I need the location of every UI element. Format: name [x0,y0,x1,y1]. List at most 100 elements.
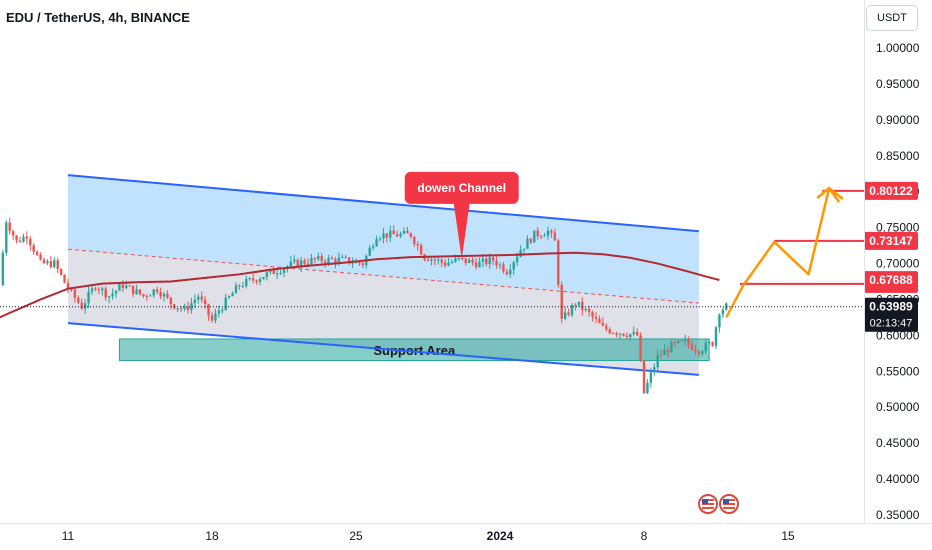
candle [707,342,711,344]
channel-upper-line [67,174,699,233]
price-tag: 0.67688 [869,273,913,287]
candle [560,284,563,319]
support-zone [118,338,710,362]
candle [135,289,138,295]
level-price-tag: 0.80122 [869,184,913,198]
candle [145,295,149,297]
candle [406,230,409,234]
candle [454,258,457,262]
candle [125,285,128,289]
candle [186,306,190,310]
candle [83,303,87,309]
us-flag-icon[interactable] [698,494,718,514]
candle [718,314,721,328]
candle [570,304,574,315]
candle [670,341,673,353]
candle [118,284,121,291]
candle [238,285,241,287]
projection-arrowhead [816,186,841,203]
price-axis-divider [864,0,865,523]
candle [683,339,687,341]
candle [553,232,557,241]
candle [66,282,70,290]
candle [39,254,42,260]
time-tick-label: 2024 [487,529,514,543]
candle [539,236,543,238]
candle [293,259,296,262]
candle [214,313,217,321]
annotation-box [404,171,519,204]
price-tick-label: 0.70000 [876,257,920,271]
candle [176,308,179,310]
candle [659,354,663,356]
candle [8,222,11,232]
candle [193,299,197,304]
candle [632,331,635,335]
candle [35,251,39,255]
candle [533,230,536,243]
price-tick-label: 0.95000 [876,77,920,91]
candle [53,260,56,268]
candle [536,230,539,237]
candle [680,340,683,342]
candle [361,263,365,266]
candle [351,263,354,265]
price-tick-label: 0.40000 [876,472,920,486]
moving-average-line [0,251,720,319]
currency-button[interactable]: USDT [866,5,918,31]
candle [409,233,413,237]
last-price-tag-bg [864,297,918,332]
candle [478,261,481,268]
candle [114,290,118,294]
candle [296,259,299,267]
candle [371,246,375,248]
candle [87,291,90,304]
candle [104,288,107,298]
us-flag-icon[interactable] [719,494,739,514]
candle [437,259,440,261]
candle [107,296,111,298]
annotation-pointer [453,202,470,259]
candle [481,258,485,262]
time-tick-label: 15 [781,529,795,543]
level-price-tag: 0.73147 [869,234,913,248]
time-tick-label: 18 [205,529,219,543]
candle [611,333,615,335]
candle [56,260,59,269]
candle [598,318,601,323]
last-price-tag: 0.63989 [869,300,913,314]
candle [197,296,200,300]
candle [32,245,35,252]
candle [399,233,402,237]
candle [131,285,135,295]
candle [519,250,522,257]
candle [413,236,416,245]
candle [289,261,293,267]
candle [70,289,73,291]
candle [210,315,214,321]
candle [711,342,714,346]
candle [90,288,94,292]
candle [231,293,234,297]
candle [80,302,83,309]
channel-mid-line [67,248,699,304]
candle [629,334,632,338]
candle [1,252,5,286]
candle [577,301,581,306]
candle [382,233,385,239]
candle [461,257,464,259]
candle [262,277,265,280]
price-tick-label: 0.35000 [876,508,920,522]
candle [563,312,567,319]
time-tick-label: 11 [62,529,75,543]
candle [248,278,251,280]
candle [464,258,467,264]
candle [317,255,320,260]
candle [430,259,433,261]
time-axis-divider [0,523,932,524]
candle [368,247,371,256]
candle [203,299,207,305]
candle [584,308,587,311]
price-tick-label: 0.55000 [876,364,920,378]
